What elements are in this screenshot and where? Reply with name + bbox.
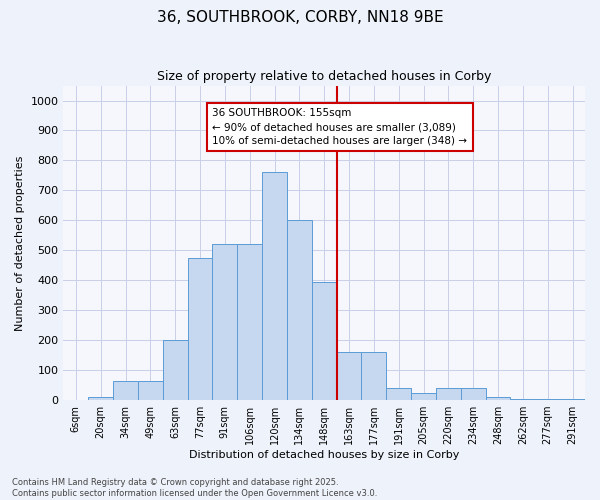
Bar [237,244,262,400]
Bar [361,352,386,400]
Y-axis label: Number of detached properties: Number of detached properties [15,155,25,330]
Bar [163,340,188,400]
Text: 36, SOUTHBROOK, CORBY, NN18 9BE: 36, SOUTHBROOK, CORBY, NN18 9BE [157,10,443,25]
Bar [88,397,113,400]
Bar [188,258,212,400]
Text: 36 SOUTHBROOK: 155sqm
← 90% of detached houses are smaller (3,089)
10% of semi-d: 36 SOUTHBROOK: 155sqm ← 90% of detached … [212,108,467,146]
Bar [113,381,138,400]
Bar [461,388,485,400]
Title: Size of property relative to detached houses in Corby: Size of property relative to detached ho… [157,70,491,83]
Bar [386,388,411,400]
Bar [511,398,535,400]
X-axis label: Distribution of detached houses by size in Corby: Distribution of detached houses by size … [189,450,460,460]
Text: Contains HM Land Registry data © Crown copyright and database right 2025.
Contai: Contains HM Land Registry data © Crown c… [12,478,377,498]
Bar [138,381,163,400]
Bar [312,282,337,400]
Bar [262,172,287,400]
Bar [287,220,312,400]
Bar [436,388,461,400]
Bar [212,244,237,400]
Bar [337,352,361,400]
Bar [485,397,511,400]
Bar [411,392,436,400]
